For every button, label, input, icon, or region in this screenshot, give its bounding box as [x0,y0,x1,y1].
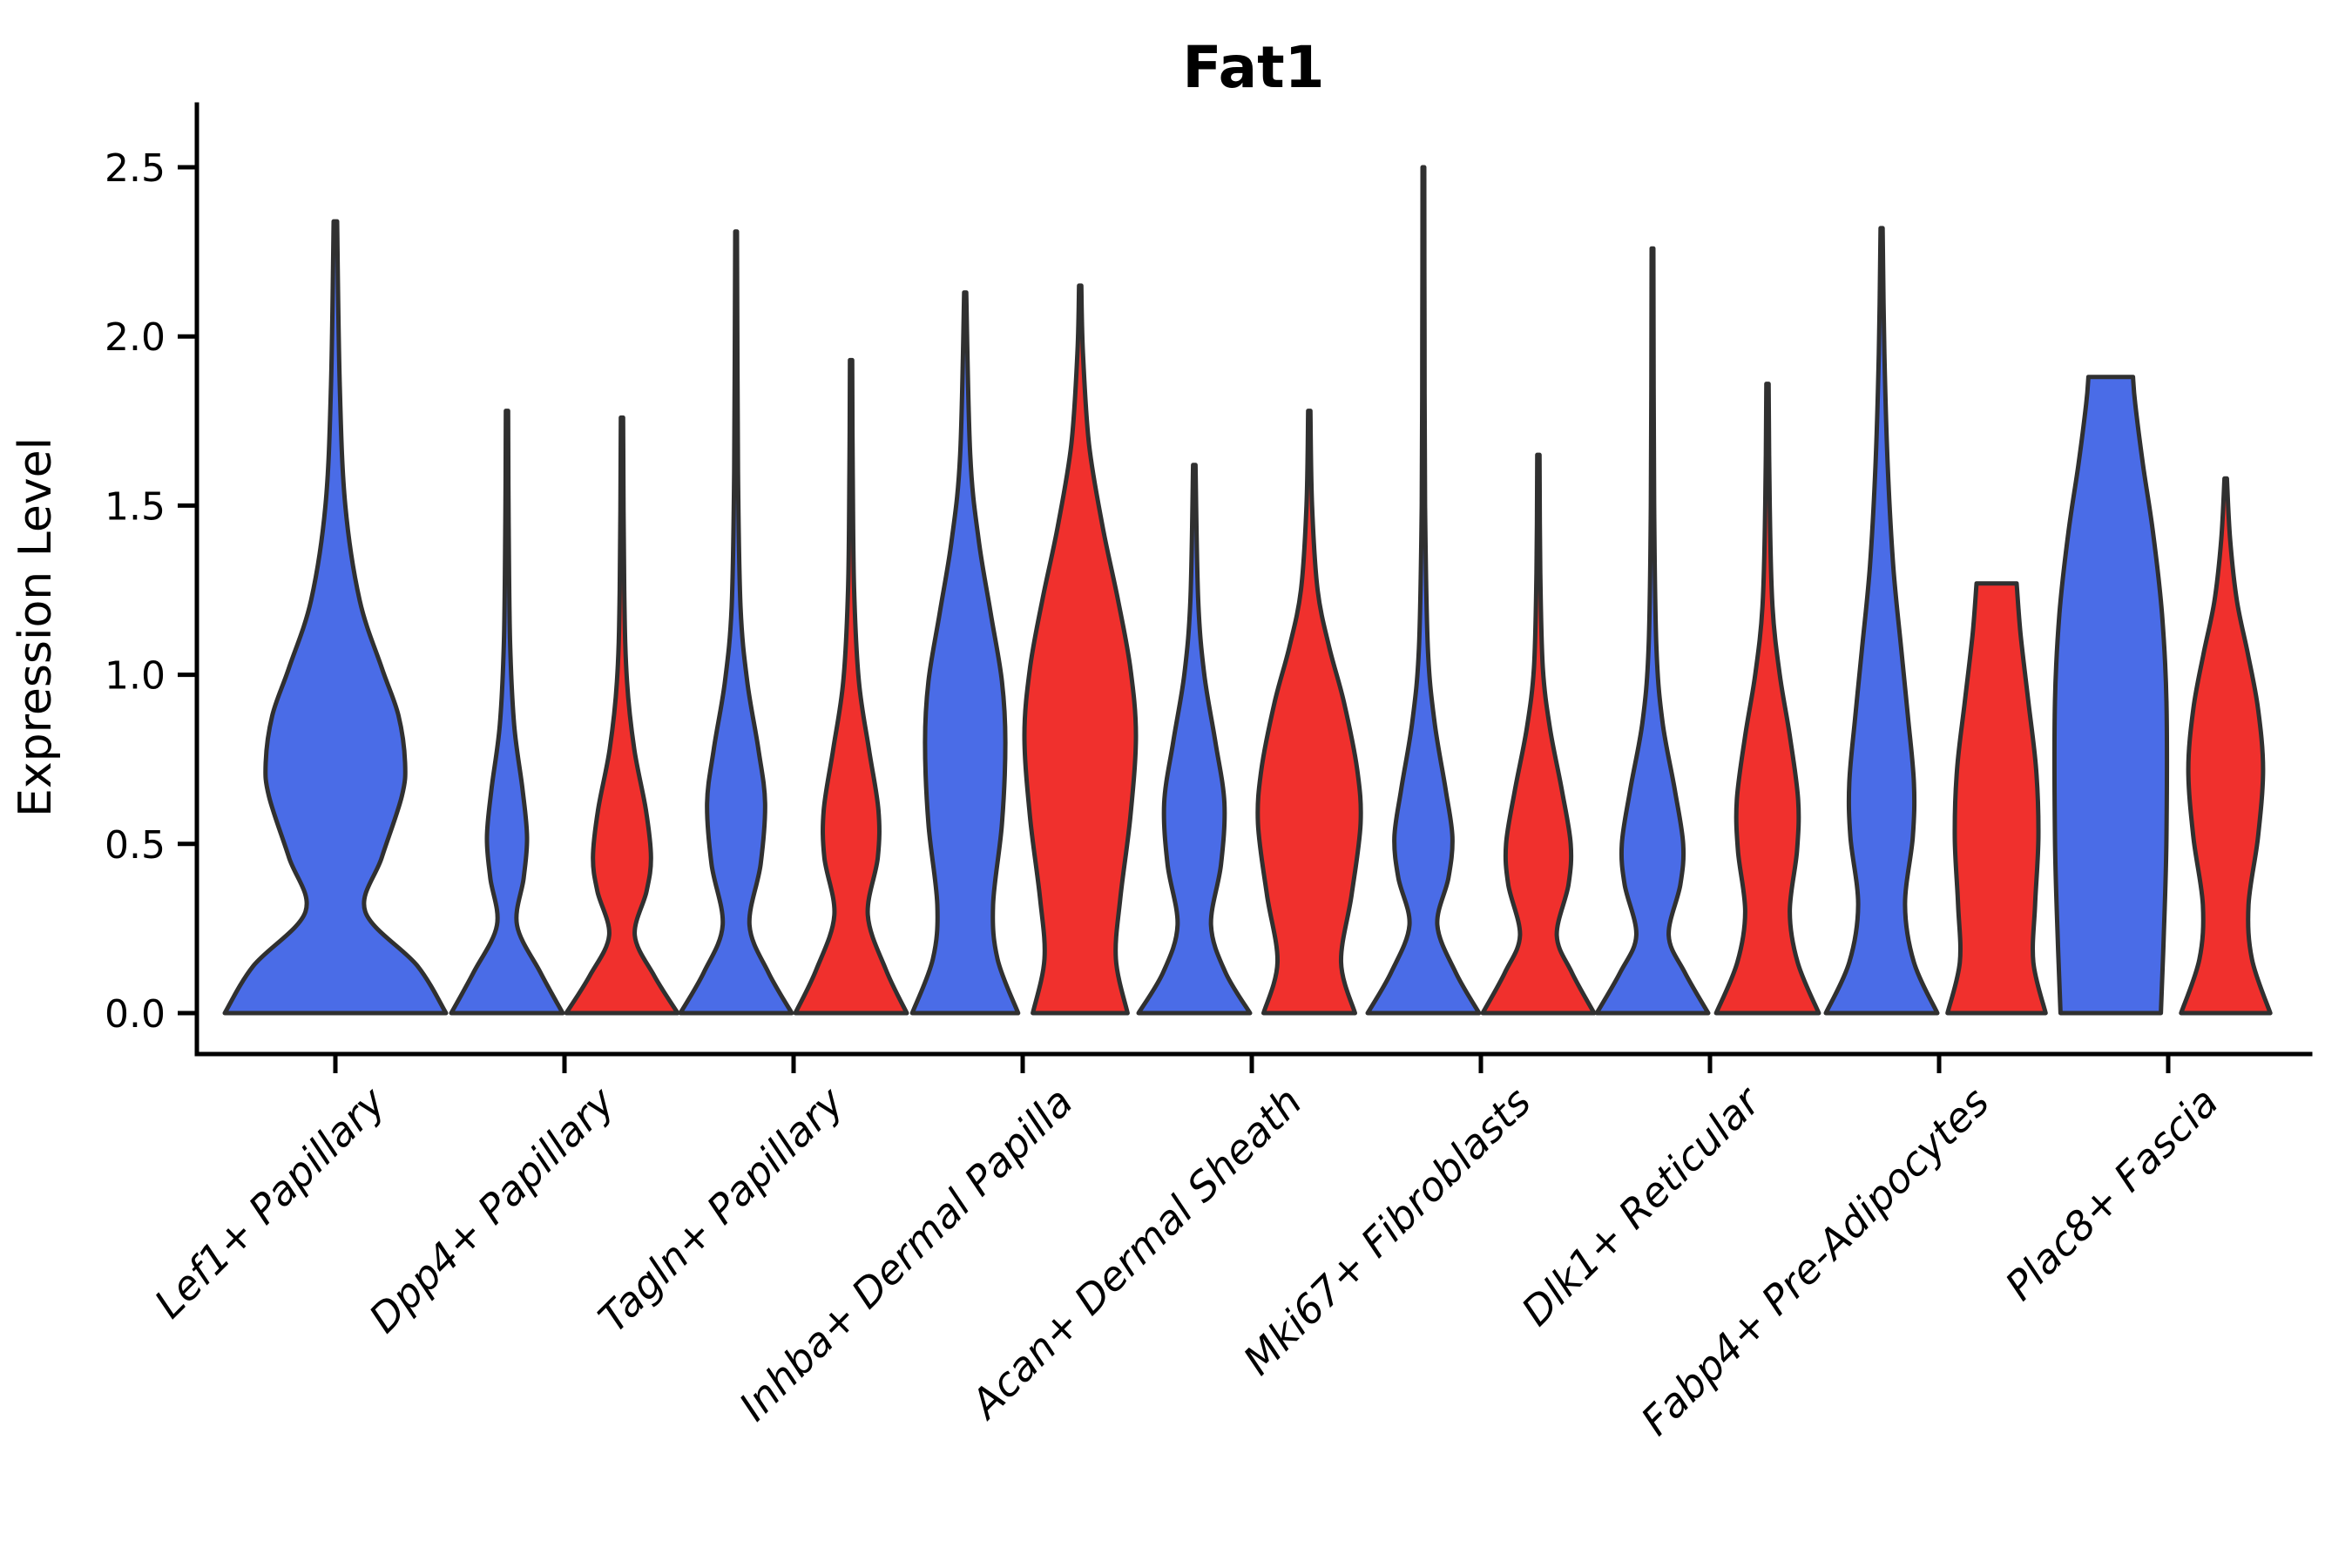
violin-mki67-red [1480,452,1597,1016]
violin-lef1-blue [222,219,449,1016]
violin-plac8-red [2179,476,2273,1016]
x-tick-label-0: Lef1+ Papillary [145,1078,395,1327]
violin-acan-blue [1136,463,1253,1016]
y-tick-label-1.0: 1.0 [105,654,166,699]
x-tick-label-8: Plac8+ Fascia [1996,1078,2227,1309]
y-tick-label-1.5: 1.5 [105,484,166,529]
x-tick-label-1: Dpp4+ Papillary [360,1078,624,1342]
y-axis-ticks: 0.0 0.5 1.0 1.5 2.0 2.5 [105,146,197,1037]
y-axis-title: Expression Level [10,437,62,817]
violin-fabp4-red [1945,581,2048,1016]
violin-inhba-blue [909,290,1021,1016]
violins-layer [222,165,2273,1016]
violin-inhba-red [1022,283,1139,1016]
chart-title: Fat1 [1182,34,1324,101]
violin-fabp4-blue [1823,226,1940,1016]
y-tick-label-0.5: 0.5 [105,823,166,868]
violin-dlk1-blue [1594,246,1711,1016]
violin-acan-red [1255,409,1363,1016]
violin-dpp4-red [564,415,680,1016]
y-tick-label-0.0: 0.0 [105,992,166,1037]
violin-dlk1-red [1713,382,1821,1016]
violin-tagln-red [793,357,909,1016]
y-tick-label-2.5: 2.5 [105,146,166,191]
violin-plac8-blue [2051,375,2170,1016]
violin-dpp4-blue [449,409,565,1016]
violin-tagln-blue [678,229,794,1016]
violin-mki67-blue [1365,165,1482,1016]
x-tick-label-2: Tagln+ Papillary [589,1078,853,1342]
x-tick-label-6: Dlk1+ Reticular [1512,1076,1771,1335]
y-tick-label-2.0: 2.0 [105,315,166,360]
